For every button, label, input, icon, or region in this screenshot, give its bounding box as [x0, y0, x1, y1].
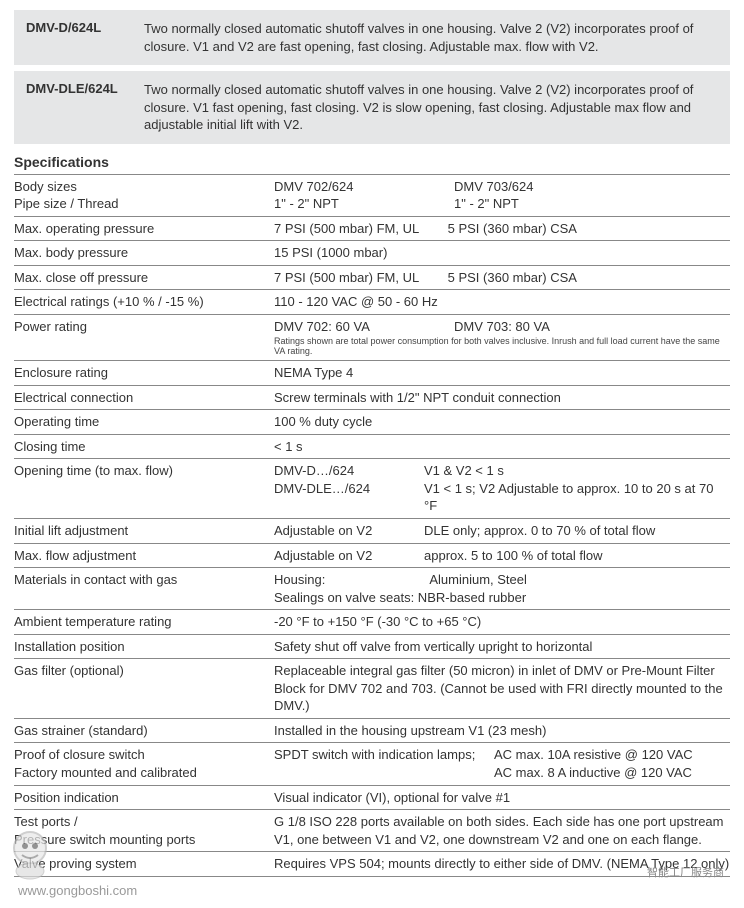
footer-url: www.gongboshi.com [14, 883, 730, 898]
row-materials: Materials in contact with gas Housing: A… [14, 568, 730, 610]
label: Body sizes [14, 178, 274, 196]
model-label: DMV-DLE/624L [26, 81, 144, 134]
value: < 1 s [274, 438, 730, 456]
label: Electrical ratings (+10 % / -15 %) [14, 293, 274, 311]
value: 110 - 120 VAC @ 50 - 60 Hz [274, 293, 730, 311]
label: Max. close off pressure [14, 269, 274, 287]
row-max-flow-adj: Max. flow adjustment Adjustable on V2 ap… [14, 544, 730, 569]
label: Max. body pressure [14, 244, 274, 262]
row-elec-conn: Electrical connection Screw terminals wi… [14, 386, 730, 411]
value: -20 °F to +150 °F (-30 °C to +65 °C) [274, 613, 730, 631]
mascot-icon [0, 823, 60, 883]
value: V1 & V2 < 1 s [424, 462, 730, 480]
value: DMV 703/624 [454, 178, 730, 196]
row-max-op-pressure: Max. operating pressure 7 PSI (500 mbar)… [14, 217, 730, 242]
value: 1" - 2" NPT [454, 195, 730, 213]
row-test-ports: Test ports / Pressure switch mounting po… [14, 810, 730, 852]
model-box-1: DMV-D/624L Two normally closed automatic… [14, 10, 730, 65]
value: DMV 703: 80 VA [454, 318, 730, 336]
label: Max. operating pressure [14, 220, 274, 238]
model-desc: Two normally closed automatic shutoff va… [144, 20, 718, 55]
row-max-body-pressure: Max. body pressure 15 PSI (1000 mbar) [14, 241, 730, 266]
value: 7 PSI (500 mbar) FM, UL 5 PSI (360 mbar)… [274, 220, 730, 238]
label: Gas filter (optional) [14, 662, 274, 680]
value: Screw terminals with 1/2" NPT conduit co… [274, 389, 730, 407]
row-poc: Proof of closure switch Factory mounted … [14, 743, 730, 785]
row-pos-ind: Position indication Visual indicator (VI… [14, 786, 730, 811]
model-desc: Two normally closed automatic shutoff va… [144, 81, 718, 134]
value: Housing: Aluminium, Steel [274, 571, 730, 589]
row-open-time: Opening time (to max. flow) DMV-D…/624 D… [14, 459, 730, 519]
row-power-rating: Power rating DMV 702: 60 VA DMV 703: 80 … [14, 315, 730, 361]
value: AC max. 10A resistive @ 120 VAC [494, 746, 730, 764]
value: Visual indicator (VI), optional for valv… [274, 789, 730, 807]
model-box-2: DMV-DLE/624L Two normally closed automat… [14, 71, 730, 144]
label: Enclosure rating [14, 364, 274, 382]
label: Installation position [14, 638, 274, 656]
value: 15 PSI (1000 mbar) [274, 244, 730, 262]
label: Opening time (to max. flow) [14, 462, 274, 480]
row-max-close-off: Max. close off pressure 7 PSI (500 mbar)… [14, 266, 730, 291]
value: NEMA Type 4 [274, 364, 730, 382]
value: 1" - 2" NPT [274, 195, 454, 213]
value: DMV-DLE…/624 [274, 480, 424, 498]
row-elec-ratings: Electrical ratings (+10 % / -15 %) 110 -… [14, 290, 730, 315]
value: AC max. 8 A inductive @ 120 VAC [494, 764, 730, 782]
row-gas-filter: Gas filter (optional) Replaceable integr… [14, 659, 730, 719]
row-initial-lift: Initial lift adjustment Adjustable on V2… [14, 519, 730, 544]
label: Power rating [14, 318, 274, 336]
label: Pipe size / Thread [14, 195, 274, 213]
row-valve-proving: Valve proving system Requires VPS 504; m… [14, 852, 730, 877]
label: Max. flow adjustment [14, 547, 274, 565]
label: Ambient temperature rating [14, 613, 274, 631]
label: Initial lift adjustment [14, 522, 274, 540]
label: Factory mounted and calibrated [14, 764, 274, 782]
value: SPDT switch with indication lamps; [274, 746, 494, 764]
value: DMV 702/624 [274, 178, 454, 196]
value: G 1/8 ISO 228 ports available on both si… [274, 813, 730, 848]
value: V1 < 1 s; V2 Adjustable to approx. 10 to… [424, 480, 730, 515]
row-install-pos: Installation position Safety shut off va… [14, 635, 730, 660]
model-label: DMV-D/624L [26, 20, 144, 55]
value: 7 PSI (500 mbar) FM, UL 5 PSI (360 mbar)… [274, 269, 730, 287]
label: Operating time [14, 413, 274, 431]
label: Position indication [14, 789, 274, 807]
value: Adjustable on V2 [274, 547, 424, 565]
label: Materials in contact with gas [14, 571, 274, 589]
specifications-title: Specifications [14, 154, 730, 170]
row-gas-strainer: Gas strainer (standard) Installed in the… [14, 719, 730, 744]
row-op-time: Operating time 100 % duty cycle [14, 410, 730, 435]
row-ambient: Ambient temperature rating -20 °F to +15… [14, 610, 730, 635]
value: 100 % duty cycle [274, 413, 730, 431]
value: approx. 5 to 100 % of total flow [424, 547, 730, 565]
value: Installed in the housing upstream V1 (23… [274, 722, 730, 740]
row-enclosure: Enclosure rating NEMA Type 4 [14, 361, 730, 386]
value: DMV 702: 60 VA [274, 318, 454, 336]
row-body-pipe: Body sizes Pipe size / Thread DMV 702/62… [14, 174, 730, 217]
label: Electrical connection [14, 389, 274, 407]
value: Sealings on valve seats: NBR-based rubbe… [274, 589, 730, 607]
footer-brand: 智能工厂服务商 [647, 864, 724, 880]
power-note: Ratings shown are total power consumptio… [274, 336, 730, 358]
value: DMV-D…/624 [274, 462, 424, 480]
label: Gas strainer (standard) [14, 722, 274, 740]
label: Proof of closure switch [14, 746, 274, 764]
value: DLE only; approx. 0 to 70 % of total flo… [424, 522, 730, 540]
value: Safety shut off valve from vertically up… [274, 638, 730, 656]
label: Closing time [14, 438, 274, 456]
row-close-time: Closing time < 1 s [14, 435, 730, 460]
value: Replaceable integral gas filter (50 micr… [274, 662, 730, 715]
value: Adjustable on V2 [274, 522, 424, 540]
